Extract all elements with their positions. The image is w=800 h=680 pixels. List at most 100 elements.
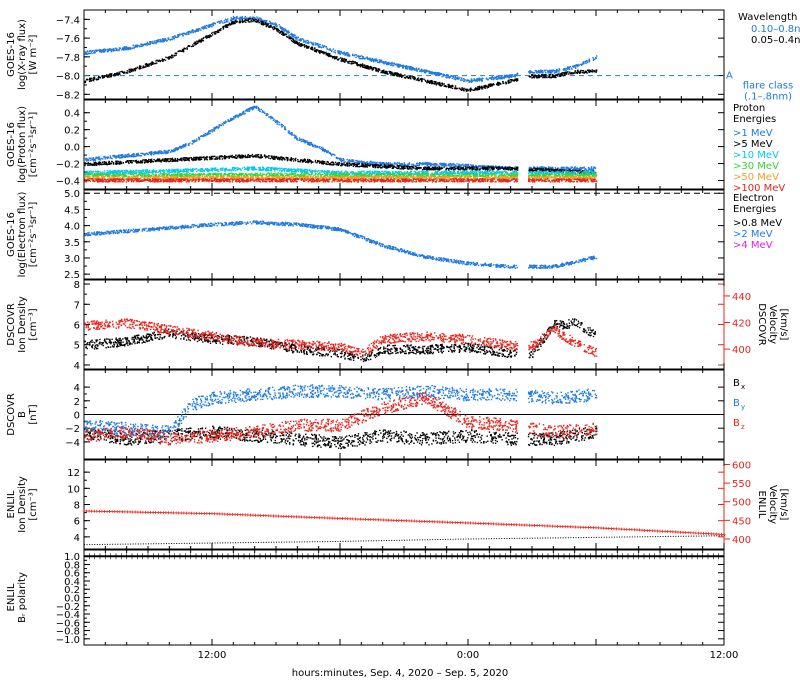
data-point xyxy=(408,162,411,164)
data-point xyxy=(272,119,275,122)
data-point xyxy=(268,116,270,118)
data-point xyxy=(492,83,494,85)
data-point xyxy=(397,63,399,65)
data-point xyxy=(298,137,301,139)
data-point xyxy=(188,144,190,146)
data-point xyxy=(338,58,340,60)
data-point xyxy=(299,43,302,45)
data-point xyxy=(342,52,344,54)
data-point xyxy=(215,126,217,128)
data-point xyxy=(228,24,230,26)
data-point xyxy=(586,72,588,74)
data-point xyxy=(574,66,576,68)
data-point xyxy=(400,65,402,67)
data-point xyxy=(116,74,118,76)
data-point xyxy=(356,163,358,165)
data-point xyxy=(501,78,503,80)
data-point xyxy=(139,66,141,69)
data-point xyxy=(388,61,390,64)
data-point xyxy=(451,87,454,89)
data-point xyxy=(131,155,134,158)
data-point xyxy=(190,31,192,33)
data-point xyxy=(163,40,165,42)
data-point xyxy=(270,117,272,120)
data-point xyxy=(218,20,220,23)
data-point xyxy=(131,69,134,71)
data-point xyxy=(206,159,208,161)
data-point xyxy=(571,166,574,168)
data-point xyxy=(421,163,424,165)
data-point xyxy=(311,143,314,146)
data-point xyxy=(333,55,336,58)
data-point xyxy=(375,70,377,72)
data-point xyxy=(137,45,140,47)
data-point xyxy=(101,50,104,52)
data-point xyxy=(460,166,462,168)
data-point xyxy=(396,75,398,77)
data-point xyxy=(117,162,119,165)
data-point xyxy=(286,31,289,33)
data-point xyxy=(581,70,584,72)
data-point xyxy=(276,25,278,28)
data-point xyxy=(97,49,99,51)
data-point xyxy=(146,63,148,65)
data-point xyxy=(393,64,395,66)
data-point xyxy=(342,158,344,160)
data-point xyxy=(463,166,465,168)
data-point xyxy=(276,121,278,123)
data-point xyxy=(99,49,101,51)
data-point xyxy=(506,75,509,77)
data-point xyxy=(528,169,530,171)
data-point xyxy=(299,38,302,40)
data-point xyxy=(546,169,548,171)
data-point xyxy=(557,73,559,76)
data-point xyxy=(183,48,185,51)
data-point xyxy=(192,29,194,32)
data-point xyxy=(416,163,418,165)
data-point xyxy=(281,28,283,30)
data-point xyxy=(208,130,210,132)
data-point xyxy=(432,82,434,85)
data-point xyxy=(349,159,351,161)
flare-class-note: flare class xyxy=(743,81,793,92)
data-point xyxy=(515,78,517,80)
data-point xyxy=(351,61,353,63)
data-point xyxy=(401,74,403,76)
data-point xyxy=(465,89,467,92)
data-point xyxy=(173,54,175,57)
data-point xyxy=(372,59,374,61)
data-point xyxy=(237,155,239,158)
data-point xyxy=(387,73,389,75)
data-point xyxy=(588,61,591,63)
data-point xyxy=(509,168,511,170)
data-point xyxy=(199,41,201,43)
data-point xyxy=(331,50,333,52)
data-point xyxy=(135,155,137,157)
data-point xyxy=(374,163,377,165)
data-point xyxy=(302,161,304,163)
data-point xyxy=(125,72,127,74)
data-point xyxy=(93,164,95,166)
data-point xyxy=(362,65,364,68)
data-point xyxy=(485,78,488,80)
data-point xyxy=(272,28,275,31)
data-point xyxy=(440,163,442,165)
data-point xyxy=(406,163,409,165)
data-point xyxy=(199,156,201,158)
data-point xyxy=(251,18,254,20)
data-point xyxy=(393,163,396,165)
data-point xyxy=(203,27,206,29)
data-point xyxy=(254,154,257,156)
data-point xyxy=(441,164,444,166)
data-point xyxy=(150,64,152,66)
data-point xyxy=(433,80,435,83)
data-point xyxy=(583,62,585,65)
data-point xyxy=(326,48,328,50)
data-point xyxy=(328,53,330,55)
data-point xyxy=(474,165,477,168)
data-point xyxy=(159,38,161,41)
data-point xyxy=(157,60,159,62)
data-point xyxy=(363,162,365,164)
data-point xyxy=(428,162,430,164)
data-point xyxy=(200,29,202,31)
